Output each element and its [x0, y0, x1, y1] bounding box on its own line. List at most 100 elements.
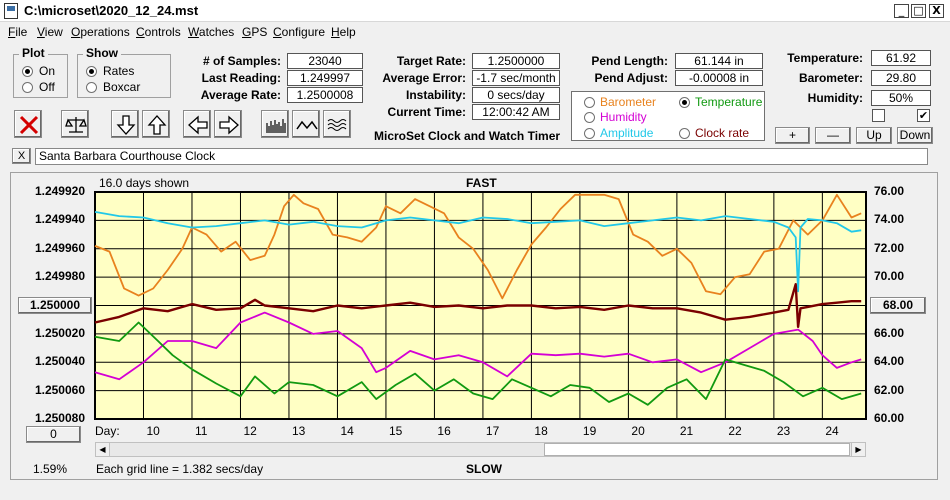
title-bar: C:\microset\2020_12_24.mst _ □ X [0, 0, 950, 22]
wave-view-button[interactable] [292, 110, 320, 138]
plot-off-radio[interactable] [22, 82, 33, 93]
scroll-up-button[interactable]: Up [856, 127, 892, 144]
app-title-label: MicroSet Clock and Watch Timer [374, 129, 561, 143]
arrow-down-button[interactable] [111, 110, 139, 138]
amplitude-radio[interactable] [584, 128, 595, 139]
arrow-up-button[interactable] [142, 110, 170, 138]
rates-histogram-icon [266, 119, 286, 133]
clock-name-input[interactable]: Santa Barbara Courthouse Clock [35, 148, 928, 165]
scale-plus-button[interactable]: + [775, 127, 810, 144]
series-line-barometer [94, 193, 862, 300]
pend-length-value[interactable]: 61.144 in [675, 53, 763, 69]
horizontal-scrollbar[interactable]: ◀ ▶ [95, 442, 866, 457]
left-axis-tick-label: 1.250020 [34, 325, 85, 340]
menu-gps[interactable]: GPS [242, 25, 268, 39]
maximize-button[interactable]: □ [911, 4, 926, 18]
fast-label: FAST [466, 176, 497, 190]
right-axis-tick-label: 64.00 [874, 354, 905, 369]
amplitude-option-label: Amplitude [600, 126, 654, 140]
barometer-radio[interactable] [584, 97, 595, 108]
scrollbar-thumb[interactable] [544, 443, 850, 456]
barometer-label: Barometer: [798, 71, 863, 85]
right-scale-button[interactable]: 68.00 [870, 297, 926, 314]
clock-rate-radio[interactable] [679, 128, 690, 139]
scale-minus-button[interactable]: — [815, 127, 851, 144]
average-rate-label: Average Rate: [200, 88, 281, 102]
percent-label: 1.59% [33, 462, 68, 476]
arrow-left-button[interactable] [183, 110, 211, 138]
app-icon[interactable] [4, 3, 18, 19]
multi-wave-view-button[interactable] [323, 110, 351, 138]
plot-off-label: Off [39, 80, 55, 94]
balance-button[interactable] [61, 110, 89, 138]
menu-operations[interactable]: Operations [71, 25, 130, 39]
scroll-down-button[interactable]: Down [897, 127, 933, 144]
rates-view-button[interactable] [261, 110, 289, 138]
close-button[interactable]: X [929, 4, 944, 18]
day-tick-label: 16 [437, 424, 451, 438]
day-tick-label: 11 [194, 424, 208, 438]
menu-configure[interactable]: Configure [273, 25, 326, 39]
day-tick-label: 15 [388, 424, 403, 438]
menu-watches[interactable]: Watches [188, 25, 235, 39]
left-axis-tick-label: 1.250040 [34, 354, 85, 369]
day-axis-label: Day: [95, 424, 120, 438]
arrow-right-button[interactable] [214, 110, 242, 138]
multi-wave-icon [327, 119, 347, 131]
cancel-icon [19, 115, 39, 135]
arrow-down-icon [116, 115, 136, 135]
series-line-clock-rate [94, 283, 862, 328]
day-tick-label: 17 [485, 424, 500, 438]
samples-label: # of Samples: [202, 54, 281, 68]
series-line-amplitude [94, 211, 862, 293]
left-axis-tick-label: 1.249940 [34, 212, 85, 227]
left-axis-tick-label: 1.249980 [34, 269, 85, 284]
option-checkbox-2[interactable]: ✔ [917, 109, 930, 122]
right-axis-tick-label: 60.00 [874, 411, 905, 425]
humidity-value: 50% [871, 90, 931, 106]
scroll-right-icon[interactable]: ▶ [851, 443, 865, 456]
right-axis-tick-label: 74.00 [874, 212, 905, 227]
day-tick-label: 23 [776, 424, 791, 438]
clear-clock-name-button[interactable]: X [12, 148, 31, 164]
left-scale-button[interactable]: 1.250000 [18, 297, 92, 314]
window-title: C:\microset\2020_12_24.mst [24, 3, 199, 18]
slow-label: SLOW [466, 462, 502, 476]
show-group-label: Show [83, 46, 121, 60]
humidity-option-label: Humidity [600, 110, 647, 124]
day-tick-label: 22 [728, 424, 742, 438]
day-tick-label: 12 [243, 424, 257, 438]
minimize-button[interactable]: _ [894, 4, 909, 18]
chart-panel [10, 172, 938, 480]
plot-on-radio[interactable] [22, 66, 33, 77]
humidity-radio[interactable] [584, 112, 595, 123]
menu-view[interactable]: View [37, 25, 63, 39]
show-rates-label: Rates [103, 64, 135, 78]
zero-button[interactable]: 0 [26, 426, 81, 443]
scroll-left-icon[interactable]: ◀ [96, 443, 110, 456]
day-tick-label: 19 [582, 424, 597, 438]
last-reading-value: 1.249997 [287, 70, 363, 86]
show-boxcar-radio[interactable] [86, 82, 97, 93]
average-rate-value: 1.2500008 [287, 87, 363, 103]
temperature-radio[interactable] [679, 97, 690, 108]
days-shown-label: 16.0 days shown [99, 176, 190, 190]
left-axis-tick-label: 1.249920 [34, 184, 85, 198]
menu-file[interactable]: File [8, 25, 28, 39]
series-line-temperature [94, 321, 862, 406]
menu-controls[interactable]: Controls [136, 25, 181, 39]
average-error-value: -1.7 sec/month [472, 70, 560, 86]
day-tick-label: 24 [825, 424, 839, 438]
show-rates-radio[interactable] [86, 66, 97, 77]
day-tick-label: 13 [291, 424, 306, 438]
cancel-button[interactable] [14, 110, 42, 138]
menu-help[interactable]: Help [331, 25, 356, 39]
temperature-label: Temperature: [787, 51, 863, 65]
samples-value: 23040 [287, 53, 363, 69]
arrow-up-icon [147, 115, 167, 135]
humidity-label: Humidity: [807, 91, 863, 105]
option-checkbox-1[interactable] [872, 109, 885, 122]
target-rate-value[interactable]: 1.2500000 [472, 53, 560, 69]
sensor-select-box: Barometer Temperature Humidity Amplitude… [571, 91, 765, 141]
